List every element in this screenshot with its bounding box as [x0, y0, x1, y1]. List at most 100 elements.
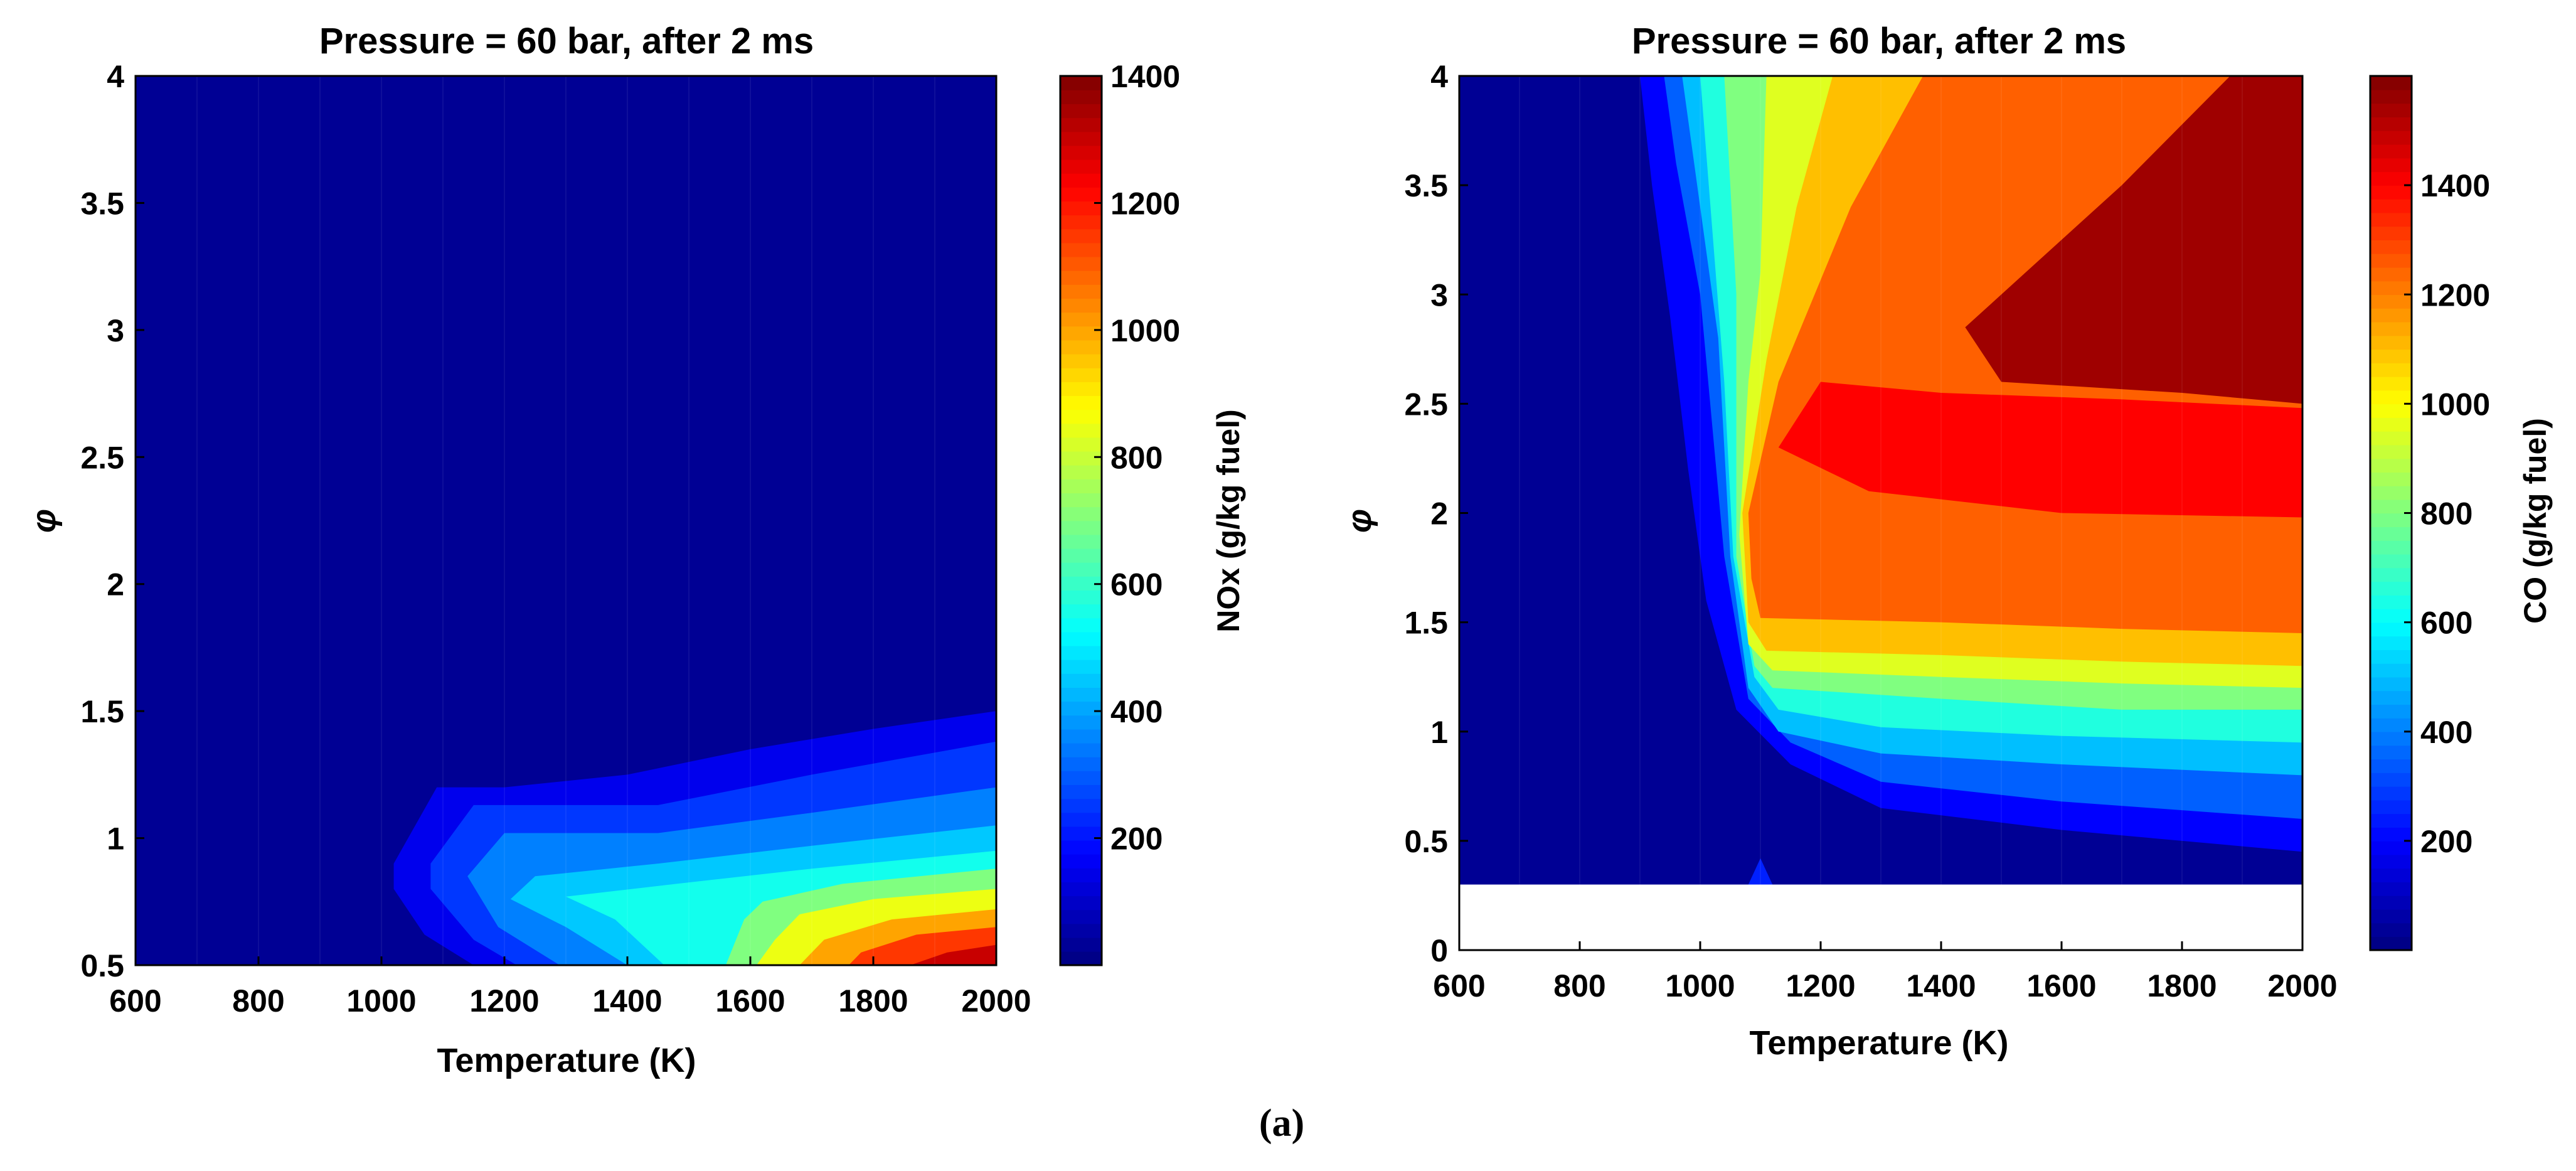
- colorbar-segment: [2370, 472, 2412, 486]
- colorbar-segment: [2370, 773, 2412, 787]
- colorbar-segment: [1060, 771, 1102, 785]
- colorbar-segment: [2370, 567, 2412, 582]
- colorbar-segment: [1060, 104, 1102, 119]
- y-tick-label: 4: [1430, 59, 1448, 94]
- colorbar-segment: [2370, 240, 2412, 254]
- colorbar-segment: [2370, 717, 2412, 732]
- colorbar-segment: [2370, 636, 2412, 650]
- colorbar-segment: [1060, 90, 1102, 105]
- colorbar-segment: [1060, 506, 1102, 521]
- colorbar-segment: [1060, 882, 1102, 897]
- contour-band-9: [1965, 76, 2302, 404]
- colorbar-segment: [2370, 882, 2412, 896]
- colorbar-segment: [1060, 812, 1102, 827]
- colorbar-segment: [2370, 622, 2412, 637]
- colorbar-segment: [2370, 540, 2412, 555]
- colorbar-segment: [1060, 576, 1102, 591]
- colorbar-segment: [2370, 89, 2412, 104]
- x-tick-label: 1200: [469, 983, 539, 1019]
- colorbar-segment: [2370, 936, 2412, 951]
- colorbar-segment: [2370, 144, 2412, 159]
- contour-band-9: [910, 944, 996, 965]
- colorbar-segment: [1060, 187, 1102, 202]
- x-tick-label: 1200: [1786, 968, 1855, 1003]
- colorbar-segment: [1060, 729, 1102, 744]
- colorbar-segment: [2370, 663, 2412, 678]
- colorbar-segment: [1060, 298, 1102, 313]
- colorbar-segment: [1060, 367, 1102, 382]
- colorbar-segment: [1060, 798, 1102, 813]
- y-tick-label: 4: [107, 59, 124, 94]
- colorbar-segment: [2370, 895, 2412, 910]
- colorbar-segment: [1060, 284, 1102, 299]
- colorbar-segment: [1060, 631, 1102, 646]
- colorbar-label: CO (g/kg fuel): [2518, 418, 2553, 624]
- colorbar-segment: [1060, 395, 1102, 410]
- colorbar-segment: [1060, 604, 1102, 619]
- colorbar-tick-label: 1000: [2420, 387, 2490, 422]
- x-axis-label: Temperature (K): [1749, 1024, 2008, 1062]
- colorbar-segment: [2370, 294, 2412, 309]
- y-axis-ticks: 0 0.5 1 1.5 2 2.5 3 3.5 4: [1404, 59, 1468, 968]
- colorbar-segment: [1060, 173, 1102, 188]
- colorbar-segment: [2370, 171, 2412, 186]
- colorbar-segment: [1060, 215, 1102, 230]
- x-tick-label: 2000: [2267, 968, 2337, 1003]
- y-axis-ticks: 0.5 1 1.5 2 2.5 3 3.5 4: [80, 59, 144, 983]
- colorbar-tick-label: 200: [1110, 821, 1163, 857]
- colorbar-segment: [2370, 226, 2412, 240]
- x-tick-label: 1000: [1665, 968, 1735, 1003]
- colorbar-segment: [2370, 650, 2412, 664]
- y-tick-label: 3: [107, 313, 124, 348]
- x-axis-label: Temperature (K): [437, 1042, 696, 1079]
- y-axis-label: φ: [25, 509, 63, 533]
- y-tick-label: 2: [107, 567, 124, 602]
- colorbar-tick-label: 600: [1110, 567, 1163, 602]
- x-axis-ticks: 600 800 1000 1200 1400 1600 1800 2000: [109, 956, 1031, 1019]
- colorbar-segment: [1060, 909, 1102, 924]
- colorbar-segment: [1060, 353, 1102, 368]
- contour-band-8: [1778, 382, 2302, 518]
- colorbar-segment: [1060, 562, 1102, 577]
- colorbar-tick-label: 200: [2420, 824, 2472, 859]
- colorbar-segment: [1060, 896, 1102, 911]
- colorbar-segment: [2370, 267, 2412, 282]
- nox-contour-chart: Pressure = 60 bar, after 2 ms 600 800 1000…: [25, 21, 1246, 1079]
- colorbar-segment: [1060, 534, 1102, 549]
- colorbar-segment: [1060, 270, 1102, 285]
- colorbar-segment: [2370, 854, 2412, 869]
- colorbar-tick-label: 1200: [1110, 186, 1180, 221]
- colorbar-segment: [1060, 159, 1102, 174]
- colorbar-segment: [2370, 335, 2412, 350]
- colorbar-segment: [2370, 363, 2412, 377]
- colorbar-tick-label: 1400: [2420, 168, 2490, 203]
- y-tick-label: 2: [1430, 496, 1448, 532]
- colorbar-segment: [1060, 590, 1102, 605]
- y-tick-label: 3: [1430, 277, 1448, 313]
- colorbar-frame: [1059, 75, 1103, 966]
- colorbar-segment: [1060, 131, 1102, 146]
- colorbar-segment: [2370, 117, 2412, 131]
- colorbar-segment: [1060, 784, 1102, 799]
- colorbar-segment: [2370, 349, 2412, 363]
- colorbar-segment: [2370, 185, 2412, 200]
- y-tick-label: 3.5: [80, 186, 124, 221]
- colorbar-segment: [2370, 376, 2412, 391]
- colorbar-segment: [1060, 340, 1102, 355]
- colorbar-segment: [1060, 228, 1102, 243]
- colorbar-segment: [1060, 117, 1102, 132]
- colorbar-segment: [1060, 645, 1102, 660]
- figure-caption: (a): [1259, 1102, 1304, 1145]
- colorbar-segment: [2370, 430, 2412, 446]
- x-axis-ticks: 600 800 1000 1200 1400 1600 1800 2000: [1433, 941, 2338, 1003]
- colorbar-segment: [1060, 76, 1102, 90]
- chart-title: Pressure = 60 bar, after 2 ms: [319, 21, 814, 61]
- colorbar-segment: [2370, 745, 2412, 760]
- colorbar-segment: [1060, 201, 1102, 216]
- colorbar-tick-label: 1000: [1110, 313, 1180, 348]
- colorbar-segment: [2370, 813, 2412, 828]
- colorbar-tick-label: 400: [2420, 715, 2472, 750]
- colorbar-label: NOx (g/kg fuel): [1211, 409, 1246, 633]
- colorbar-segment: [1060, 437, 1102, 452]
